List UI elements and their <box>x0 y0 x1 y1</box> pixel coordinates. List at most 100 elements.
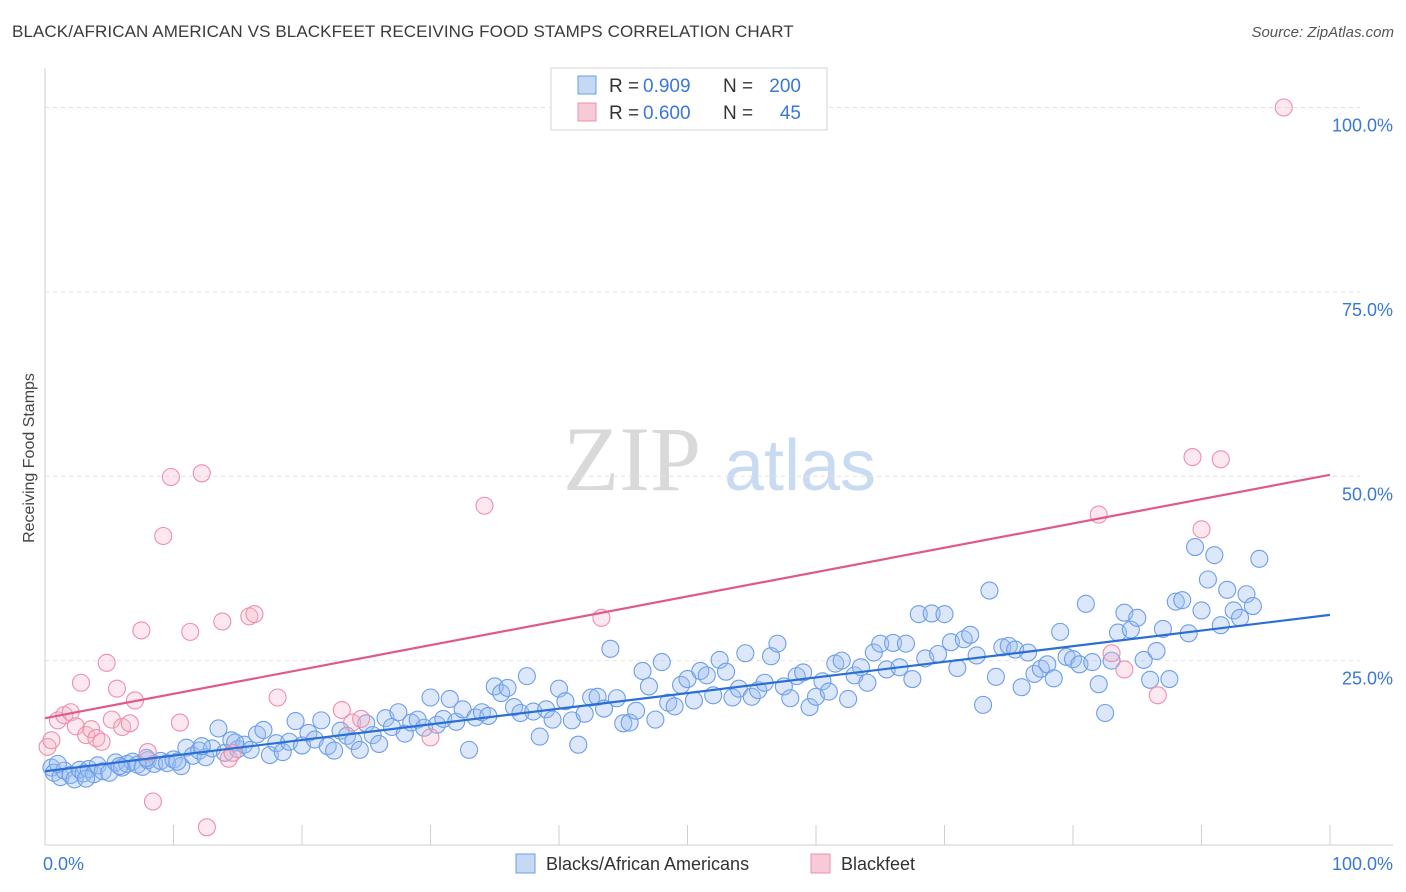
point-blacks <box>781 689 800 708</box>
point-blackfeet <box>181 622 200 641</box>
point-blacks <box>459 740 479 759</box>
point-blacks <box>710 650 729 669</box>
point-blackfeet <box>97 653 116 672</box>
point-blacks <box>1224 601 1243 620</box>
point-blackfeet <box>352 709 371 728</box>
point-blacks <box>273 743 292 762</box>
point-blacks <box>350 740 369 759</box>
point-blackfeet <box>77 726 96 745</box>
point-blacks <box>716 662 736 681</box>
trend-line-blackfeet <box>44 473 1331 720</box>
point-blacks <box>498 678 517 697</box>
point-blacks <box>909 605 928 624</box>
point-blacks <box>794 663 813 682</box>
point-blacks <box>299 723 318 742</box>
point-blacks <box>517 667 536 686</box>
point-blacks <box>858 673 877 692</box>
point-blackfeet <box>132 621 151 640</box>
point-blacks <box>768 634 787 653</box>
point-blacks <box>110 757 129 776</box>
series-legend-label-blackfeet: Blackfeet <box>841 854 915 874</box>
watermark: ZIP atlas <box>563 408 876 510</box>
point-blacks <box>1153 619 1172 638</box>
point-blacks <box>973 695 993 714</box>
point-blacks <box>588 687 607 706</box>
point-blacks <box>736 644 755 663</box>
point-blacks <box>864 643 883 662</box>
point-blacks <box>1192 601 1211 620</box>
point-blacks <box>395 724 414 743</box>
point-blacks <box>370 734 389 754</box>
y-tick-label: 100.0% <box>1332 116 1393 136</box>
point-blacks <box>1205 546 1224 565</box>
point-blackfeet <box>138 743 157 762</box>
gridlines <box>45 107 1360 662</box>
stats-r-label-2: R = <box>609 103 639 124</box>
point-blackfeet <box>1148 686 1167 705</box>
point-blacks <box>1250 549 1269 568</box>
point-blacks <box>639 677 659 696</box>
source-credit: Source: ZipAtlas.com <box>1251 24 1394 41</box>
point-blacks <box>922 604 941 623</box>
y-tick-labels: 25.0% 50.0% 75.0% 100.0% <box>1332 116 1393 689</box>
point-blacks <box>607 689 626 708</box>
point-blacks <box>1166 592 1185 611</box>
point-blackfeet <box>71 673 91 692</box>
point-blacks <box>192 737 211 756</box>
point-blacks <box>421 688 440 707</box>
x-tick-labels: 0.0% 100.0% <box>43 854 1393 874</box>
point-blacks <box>652 653 671 672</box>
point-blacks <box>286 712 305 731</box>
point-blacks <box>1211 616 1230 635</box>
point-blacks <box>209 719 228 738</box>
point-blacks <box>1134 650 1153 669</box>
point-blacks <box>1076 594 1095 613</box>
point-blackfeet <box>1274 98 1293 117</box>
point-blacks <box>896 634 916 653</box>
point-blackfeet <box>1211 450 1230 469</box>
point-blacks <box>839 689 858 709</box>
point-blacks <box>453 700 472 719</box>
point-blackfeet <box>1115 660 1134 679</box>
trend-layer <box>44 473 1331 773</box>
point-blacks <box>1173 591 1192 610</box>
point-blacks <box>1102 651 1121 670</box>
point-blacks <box>440 689 459 709</box>
point-blacks <box>254 720 273 740</box>
point-blackfeet <box>107 679 127 698</box>
stats-n-label-1: N = <box>723 76 753 97</box>
y-axis-label: Receiving Food Stamps <box>21 373 38 543</box>
stats-legend-swatch-blue <box>577 75 597 95</box>
chart-title: BLACK/AFRICAN AMERICAN VS BLACKFEET RECE… <box>12 22 794 41</box>
point-blackfeet <box>42 731 61 750</box>
point-blackfeet <box>82 720 101 739</box>
point-blacks <box>325 741 344 760</box>
point-blackfeet <box>245 605 264 624</box>
point-blacks <box>1089 675 1108 694</box>
point-blacks <box>633 661 652 681</box>
point-blacks <box>556 692 575 711</box>
point-blacks <box>1083 653 1102 672</box>
point-blacks <box>601 639 620 658</box>
point-blacks <box>980 581 999 600</box>
series-legend-label-blacks: Blacks/African Americans <box>546 854 749 874</box>
point-blacks <box>986 667 1005 686</box>
point-blacks <box>1147 641 1166 661</box>
y-tick-label: 50.0% <box>1342 484 1393 504</box>
y-tick-label: 25.0% <box>1342 669 1393 689</box>
stats-n-label-2: N = <box>723 103 753 124</box>
point-blacks <box>684 691 703 710</box>
stats-legend-box <box>550 67 828 131</box>
point-blackfeet <box>197 818 216 837</box>
stats-r-value-2: 0.600 <box>643 103 691 124</box>
trend-line-blacks <box>44 613 1331 773</box>
point-blacks <box>77 769 96 788</box>
point-blacks <box>961 625 980 644</box>
series-legend: Blacks/African Americans Blackfeet <box>515 853 915 874</box>
point-blackfeet <box>268 688 287 707</box>
point-blacks <box>1128 608 1147 627</box>
point-blackfeet <box>1183 448 1202 467</box>
point-blacks <box>800 698 819 717</box>
point-blacks <box>312 711 331 730</box>
point-blacks <box>678 670 697 689</box>
